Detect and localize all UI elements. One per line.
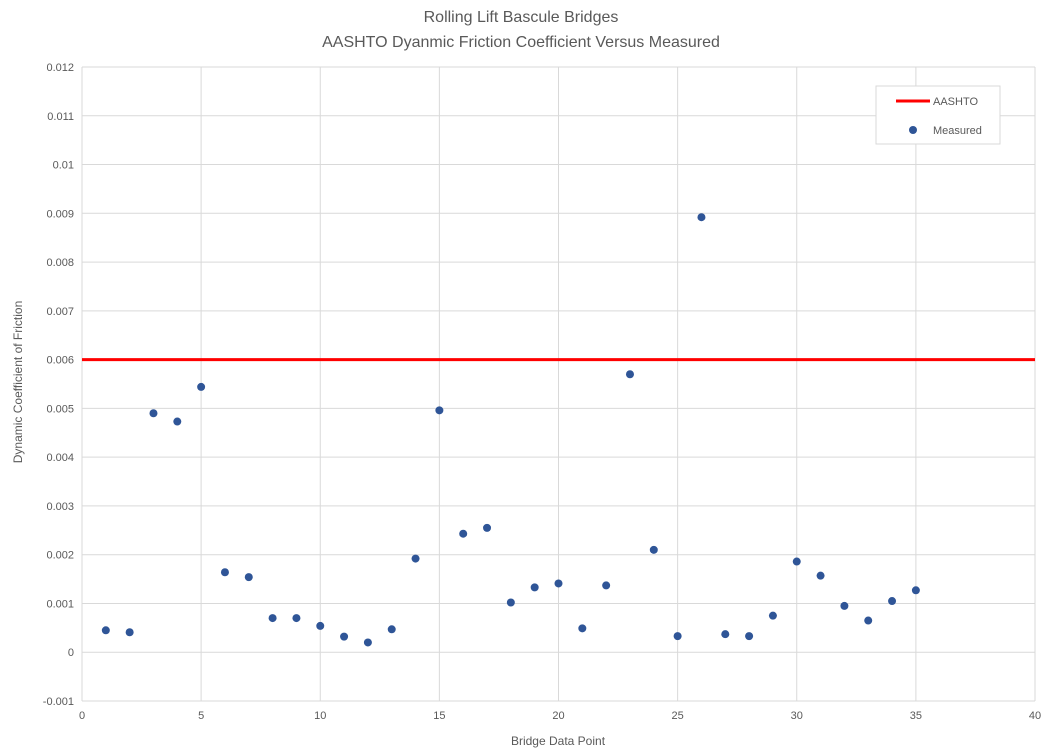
measured-point	[864, 616, 873, 625]
measured-point	[911, 586, 920, 595]
measured-point	[578, 624, 587, 633]
measured-point	[220, 568, 229, 577]
measured-point	[292, 614, 301, 623]
y-tick-label: 0.005	[46, 403, 74, 415]
y-tick-label: 0.008	[46, 257, 74, 269]
tick-labels: -0.001 0 0.001 0.002 0.003 0.004 0.005 0.006 0.0…	[43, 62, 1041, 722]
y-tick-label: 0.006	[46, 355, 74, 367]
measured-point	[459, 529, 468, 538]
y-tick-label: 0.002	[46, 550, 74, 562]
x-tick-label: 5	[198, 710, 204, 722]
chart-subtitle: AASHTO Dyanmic Friction Coefficient Vers…	[322, 34, 720, 51]
y-tick-label: 0.004	[46, 452, 74, 464]
legend-aashto-label: AASHTO	[933, 96, 978, 108]
legend-measured-swatch	[909, 126, 917, 134]
measured-point	[745, 632, 754, 641]
measured-point	[149, 409, 158, 418]
measured-point	[268, 614, 277, 623]
measured-point	[673, 632, 682, 641]
measured-point	[792, 557, 801, 566]
measured-point	[554, 579, 563, 588]
chart-title: Rolling Lift Bascule Bridges	[424, 9, 619, 26]
y-tick-label: 0.011	[47, 111, 74, 123]
measured-point	[435, 406, 444, 415]
y-tick-label: 0.001	[46, 598, 74, 610]
y-tick-label: 0.003	[46, 501, 74, 513]
y-axis-label: Dynamic Coefficient of Friction	[11, 301, 25, 464]
legend-measured-label: Measured	[933, 125, 982, 137]
x-tick-label: 20	[552, 710, 564, 722]
gridlines	[81, 66, 1036, 702]
measured-point	[411, 554, 420, 563]
measured-point	[363, 638, 372, 647]
measured-point	[840, 601, 849, 610]
measured-point	[316, 621, 325, 630]
measured-point	[173, 417, 182, 426]
measured-point	[125, 628, 134, 637]
measured-point	[721, 630, 730, 639]
y-tick-label: 0	[68, 647, 74, 659]
x-tick-label: 35	[910, 710, 922, 722]
measured-point	[101, 626, 110, 635]
series-layer	[82, 213, 1035, 647]
measured-point	[244, 573, 253, 582]
x-tick-label: 10	[314, 710, 326, 722]
measured-point	[768, 611, 777, 620]
y-tick-label: 0.01	[53, 160, 74, 172]
measured-point	[697, 213, 706, 222]
x-tick-label: 40	[1029, 710, 1041, 722]
measured-point	[625, 370, 634, 379]
measured-point	[649, 545, 658, 554]
legend-box	[875, 85, 1001, 145]
x-tick-label: 0	[79, 710, 85, 722]
x-tick-label: 15	[433, 710, 445, 722]
measured-point	[816, 571, 825, 580]
y-tick-label: 0.007	[46, 306, 74, 318]
y-tick-label: 0.012	[46, 62, 74, 74]
y-tick-label: 0.009	[46, 208, 74, 220]
legend: AASHTO Measured	[875, 85, 1001, 145]
measured-point	[340, 632, 349, 641]
y-tick-label: -0.001	[43, 696, 74, 708]
x-axis-label: Bridge Data Point	[511, 734, 606, 748]
measured-point	[888, 597, 897, 606]
measured-point	[387, 625, 396, 634]
x-tick-label: 25	[672, 710, 684, 722]
measured-point	[506, 598, 515, 607]
x-tick-label: 30	[791, 710, 803, 722]
measured-point	[602, 581, 611, 590]
measured-point	[483, 523, 492, 532]
measured-point	[530, 583, 539, 592]
measured-point	[197, 382, 206, 391]
